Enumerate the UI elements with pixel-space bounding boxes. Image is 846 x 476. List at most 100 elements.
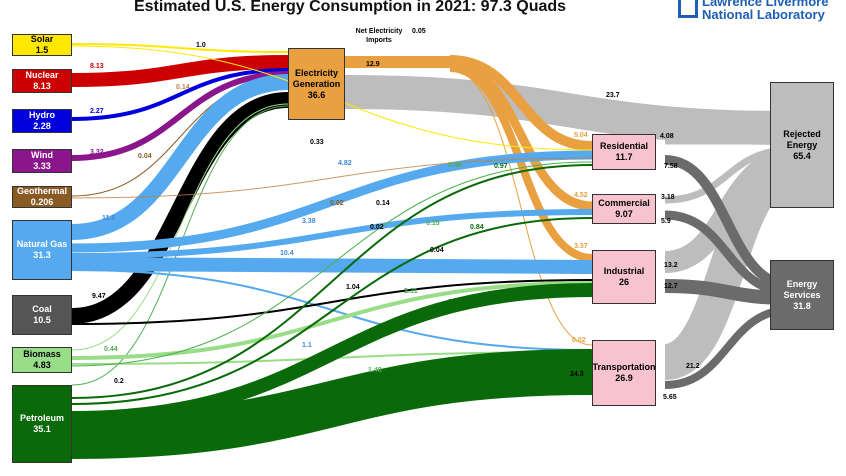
flow-label-el-com: 4.52 (574, 192, 588, 199)
flow-label-pet-elec: 0.2 (114, 378, 124, 385)
flow-label-gas-res: 4.82 (338, 160, 352, 167)
flow-pet-res (71, 164, 593, 399)
node-value: 26.9 (615, 373, 633, 383)
chart-title: Estimated U.S. Energy Consumption in 202… (133, 0, 567, 15)
source-name: Biomass (23, 349, 61, 359)
flow-label-gas-elec: 11.6 (102, 215, 116, 222)
flow-coal-elec (71, 92, 289, 324)
flow-label-el-ind: 3.37 (574, 243, 588, 250)
flow-label-bio-trans: 1.48 (368, 367, 382, 374)
source-name: Nuclear (25, 70, 59, 80)
flow-label-solar-elec: 1.0 (196, 42, 206, 49)
flow-label-res-serv: 7.58 (664, 163, 678, 170)
flow-label-el-trans: 0.02 (572, 337, 586, 344)
node-name: Commercial (598, 198, 650, 208)
node-box-services: Energy Services 31.8 (770, 260, 834, 330)
flow-trans-services (664, 306, 791, 389)
flow-com-services (664, 210, 791, 297)
flow-label-com-serv: 5.9 (661, 218, 671, 225)
source-value: 31.3 (33, 250, 51, 260)
source-box-coal: Coal 10.5 (12, 295, 72, 335)
flow-elec-trans (449, 69, 593, 346)
flow-elec-com (449, 59, 593, 211)
source-name: Petroleum (19, 413, 64, 423)
node-name: Energy Services (783, 278, 821, 300)
source-name: Hydro (28, 110, 55, 120)
source-box-geothermal: Geothermal 0.206 (12, 186, 72, 208)
flow-gas-ind (71, 257, 593, 274)
node-box-electricity: Electricity Generation 36.6 (288, 48, 345, 120)
flow-label-el-res: 5.04 (574, 132, 588, 139)
llnl-logo: Lawrence Livermore National Laboratory (678, 0, 846, 24)
flow-solar-elec (71, 43, 289, 53)
flow-label-hydro-elec: 2.27 (90, 108, 104, 115)
flow-bio-ind (71, 281, 593, 360)
flow-hydro-elec (71, 68, 289, 121)
flow-label-bio-ind: 2.31 (404, 288, 418, 295)
flow-label-wind-elec: 3.32 (90, 149, 104, 156)
flow-label-bio-res: 0.46 (448, 162, 462, 169)
flow-label-res-rej: 4.08 (660, 133, 674, 140)
node-name: Industrial (603, 266, 645, 276)
net-imports-value: 0.05 (412, 28, 426, 35)
flow-label-solar-ind: 0.04 (430, 247, 444, 254)
flow-label-pet-ind: 8.76 (448, 299, 462, 306)
flow-coal-ind (71, 279, 593, 325)
node-value: 9.07 (615, 209, 633, 219)
net-imports-label: Net Electricity Imports (355, 28, 403, 44)
flow-label-coal-ind: 1.04 (346, 284, 360, 291)
source-value: 4.83 (33, 360, 51, 370)
flow-elec-ind (449, 64, 593, 262)
source-box-nuclear: Nuclear 8.13 (12, 69, 72, 93)
flow-trans-rejected (662, 154, 793, 380)
source-name: Wind (31, 150, 53, 160)
node-value: 11.7 (615, 152, 633, 162)
flow-wind-elec (71, 71, 289, 161)
flow-bio-elec (71, 103, 289, 351)
flow-elec-rejected (344, 75, 791, 145)
flow-label-trans-serv: 5.65 (663, 394, 677, 401)
source-name: Coal (32, 304, 52, 314)
source-value: 3.33 (33, 161, 51, 171)
node-box-transportation: Transportation 26.9 (592, 340, 656, 406)
flow-label-wind-x: 0.14 (176, 84, 190, 91)
flow-label-elec-out: 12.9 (366, 61, 380, 68)
flow-label-gas-trans: 1.1 (302, 342, 312, 349)
source-name: Geothermal (16, 186, 67, 196)
flow-pet-com (71, 217, 593, 405)
node-value: 26 (618, 277, 629, 287)
flow-label-pet-res: 0.97 (494, 163, 508, 170)
flow-label-bio-elec: 0.44 (104, 346, 118, 353)
flow-label-coal-com: 0.02 (370, 224, 384, 231)
flow-label-com-rej: 3.18 (661, 194, 675, 201)
source-value: 2.28 (33, 121, 51, 131)
node-box-industrial: Industrial 26 (592, 250, 656, 304)
flow-nuclear-elec (71, 55, 289, 87)
flow-label-geo-com: 0.02 (330, 200, 344, 207)
flow-label-solar-com: 0.14 (376, 200, 390, 207)
flow-geo-res (71, 157, 593, 199)
source-box-hydro: Hydro 2.28 (12, 109, 72, 133)
node-value: 65.4 (793, 150, 811, 161)
flow-label-gas-com: 3.38 (302, 218, 316, 225)
flow-gas-com (71, 209, 593, 259)
source-name: Natural Gas (16, 239, 68, 249)
source-name: Solar (30, 34, 54, 44)
flow-label-pet-com: 0.84 (470, 224, 484, 231)
node-name: Rejected Energy (783, 128, 821, 150)
flow-label-trans-rej: 21.2 (686, 363, 700, 370)
flow-label-gas-ind: 10.4 (280, 250, 294, 257)
flow-label-bio-com: 0.15 (426, 220, 440, 227)
node-name: Electricity Generation (292, 67, 341, 89)
flow-label-nuclear-elec: 8.13 (90, 63, 104, 70)
source-box-wind: Wind 3.33 (12, 149, 72, 173)
source-value: 1.5 (35, 45, 49, 55)
flow-pet-trans (71, 349, 593, 459)
source-value: 0.206 (30, 197, 54, 207)
source-box-natural-gas: Natural Gas 31.3 (12, 220, 72, 280)
node-name: Residential (599, 141, 648, 151)
source-value: 35.1 (33, 424, 51, 434)
llnl-logo-icon (678, 0, 698, 18)
flow-label-solar-res: 0.33 (310, 139, 324, 146)
flow-label-coal-elec: 9.47 (92, 293, 106, 300)
